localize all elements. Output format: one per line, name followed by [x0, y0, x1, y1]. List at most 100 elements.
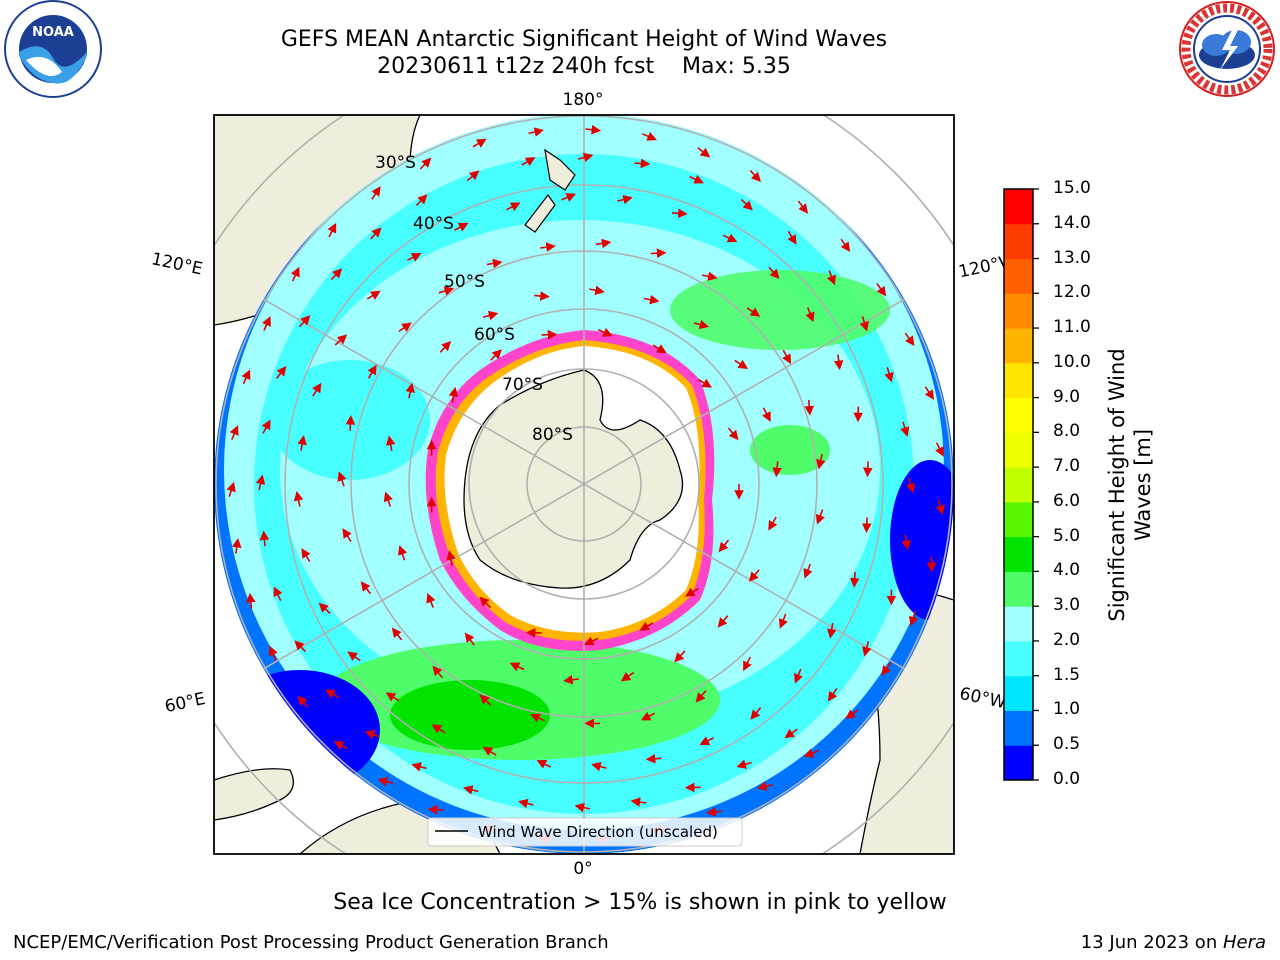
- wind-arrow: [273, 586, 283, 602]
- wind-arrow: [630, 797, 647, 807]
- wind-arrow: [826, 270, 836, 286]
- lat-label-60s: 60°S: [474, 325, 515, 345]
- wind-arrow: [803, 748, 819, 758]
- wind-arrow: [397, 545, 407, 561]
- wind-arrow: [743, 656, 752, 672]
- wind-arrow: [794, 668, 803, 684]
- wind-arrow: [293, 491, 304, 507]
- footer-left: NCEP/EMC/Verification Post Processing Pr…: [13, 932, 609, 953]
- antarctica-land: [463, 369, 684, 589]
- wind-arrow: [337, 471, 347, 487]
- wind-arrow: [360, 581, 372, 595]
- wind-arrow: [268, 645, 278, 661]
- wind-arrow: [727, 427, 739, 441]
- colorbar-tick-label: 7.0: [1053, 456, 1081, 477]
- wind-arrow: [826, 622, 837, 639]
- wind-arrow: [935, 499, 945, 516]
- wind-arrow: [439, 340, 452, 353]
- wind-arrow: [536, 760, 551, 769]
- wind-arrow: [334, 334, 348, 346]
- wind-arrow: [699, 736, 714, 745]
- wind-arrow: [876, 283, 887, 297]
- colorbar-segment: [1004, 501, 1033, 538]
- noaa-logo-text: NOAA: [32, 25, 74, 40]
- wind-arrow: [275, 366, 287, 379]
- wind-arrow: [229, 425, 239, 441]
- wind-arrow: [297, 695, 309, 708]
- wind-arrow: [787, 230, 797, 245]
- colorbar-segment: [1004, 432, 1033, 468]
- wind-arrow: [639, 621, 654, 631]
- wind-arrow: [849, 571, 860, 588]
- lon-label-60w: 60°W: [958, 684, 1008, 713]
- wind-arrow: [827, 687, 838, 702]
- wind-arrow: [479, 694, 492, 706]
- wind-arrow: [419, 157, 432, 170]
- wind-arrow: [620, 671, 635, 682]
- madagascar-land: [214, 768, 294, 821]
- wind-arrow: [740, 199, 753, 211]
- legend-label: Wind Wave Direction (unscaled): [478, 823, 718, 841]
- wind-arrow: [577, 152, 594, 163]
- wind-arrow: [884, 367, 894, 383]
- wind-arrow: [301, 548, 311, 562]
- wind-arrow: [464, 632, 475, 646]
- wind-arrow: [717, 615, 729, 628]
- wind-arrow: [748, 569, 760, 582]
- footer-right: 13 Jun 2023 on Hera: [1081, 932, 1266, 953]
- wind-arrow: [226, 481, 236, 498]
- wind-arrow: [540, 242, 556, 252]
- nws-logo: [1179, 1, 1275, 97]
- colorbar-label-line2: Waves [m]: [1131, 429, 1155, 541]
- wind-arrow: [482, 310, 499, 321]
- wind-arrow: [797, 200, 809, 214]
- wind-arrow: [650, 248, 667, 258]
- wind-arrow: [905, 477, 916, 494]
- wind-arrow: [426, 592, 436, 608]
- wind-arrow: [333, 740, 348, 750]
- wind-arrow: [816, 453, 826, 470]
- wind-arrow: [472, 138, 487, 148]
- colorbar-segment: [1004, 189, 1033, 225]
- wind-arrow: [231, 537, 242, 554]
- colorbar-segment: [1004, 675, 1033, 711]
- wind-arrow: [689, 174, 704, 184]
- wind-arrow: [750, 707, 762, 720]
- wind-arrows: [226, 124, 945, 844]
- wind-arrow: [736, 759, 752, 769]
- wind-arrow: [383, 491, 393, 507]
- wind-arrow: [241, 369, 251, 385]
- wind-arrow: [345, 415, 356, 431]
- wind-arrow: [734, 359, 749, 370]
- wind-arrow: [427, 804, 444, 815]
- wind-arrow: [486, 258, 503, 269]
- wind-arrow: [262, 316, 271, 331]
- wind-arrow: [246, 592, 256, 609]
- wind-arrow: [583, 636, 599, 646]
- wind-arrow: [701, 271, 718, 281]
- colorbar-tick-label: 10.0: [1053, 351, 1091, 372]
- wind-arrow: [411, 762, 427, 772]
- colorbar-segment: [1004, 293, 1033, 329]
- colorbar-segment: [1004, 640, 1033, 677]
- wind-arrow: [845, 709, 859, 720]
- colorbar-segment: [1004, 223, 1033, 260]
- wind-arrow: [881, 662, 892, 676]
- wind-arrow: [525, 628, 542, 638]
- wind-arrow: [840, 238, 851, 253]
- new-zealand-south: [524, 193, 556, 233]
- lon-label-180: 180°: [563, 90, 604, 110]
- wind-arrow: [784, 728, 798, 739]
- wind-arrow: [312, 382, 322, 397]
- wind-arrow: [490, 349, 502, 361]
- chart-subtitle: 20230611 t12z 240h fcst Max: 5.35: [377, 54, 791, 79]
- colorbar-tick-label: 9.0: [1053, 386, 1081, 407]
- lon-label-60e: 60°E: [163, 689, 207, 717]
- wind-arrow: [563, 674, 579, 685]
- wind-arrow: [652, 344, 667, 354]
- wind-arrow: [778, 613, 788, 629]
- wind-arrow: [859, 316, 869, 332]
- wind-arrow: [805, 307, 815, 323]
- wind-arrow: [591, 761, 607, 772]
- wind-arrow: [685, 587, 699, 597]
